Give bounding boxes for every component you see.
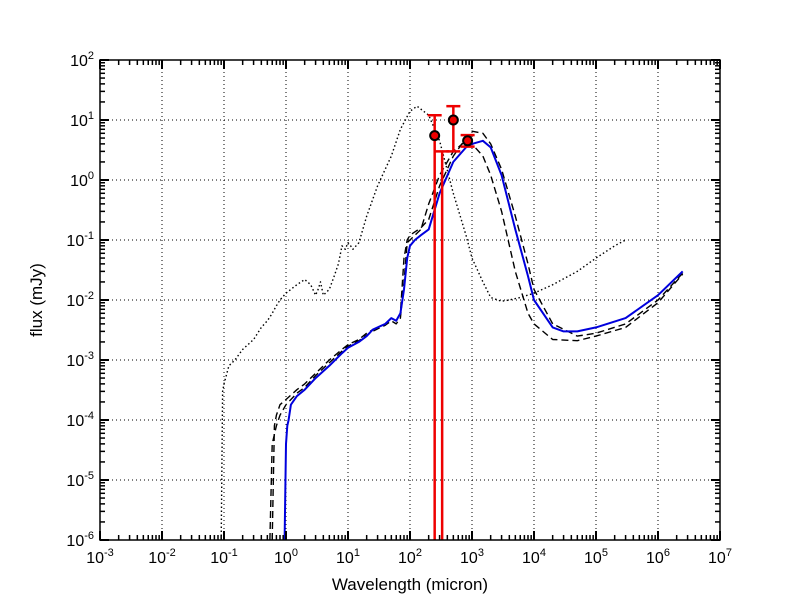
x-tick-label: 100 [274, 547, 298, 567]
dashed-model-line [271, 130, 684, 541]
x-tick-base: 10 [398, 550, 416, 567]
grid [100, 60, 720, 540]
y-tick-label: 101 [70, 110, 94, 130]
x-tick-label: 101 [336, 547, 360, 567]
x-tick-label: 102 [398, 547, 422, 567]
y-tick-exponent: -1 [84, 230, 94, 242]
y-tick-label: 100 [70, 170, 94, 190]
y-tick-base: 10 [66, 413, 84, 430]
y-tick-exponent: -5 [84, 470, 94, 482]
x-tick-exponent: 2 [416, 547, 422, 559]
x-tick-exponent: -2 [166, 547, 176, 559]
x-tick-base: 10 [86, 550, 104, 567]
x-tick-base: 10 [460, 550, 478, 567]
dashed-model-line [269, 140, 684, 541]
y-tick-base: 10 [70, 173, 88, 190]
x-tick-label: 103 [460, 547, 484, 567]
x-tick-label: 10-1 [210, 547, 238, 567]
y-tick-label: 10-3 [66, 350, 94, 370]
y-axis-label: flux (mJy) [27, 263, 46, 337]
x-tick-label: 104 [522, 547, 546, 567]
y-tick-exponent: 2 [88, 50, 94, 62]
x-tick-base: 10 [584, 550, 602, 567]
y-tick-base: 10 [66, 473, 84, 490]
y-tick-label: 10-5 [66, 470, 94, 490]
x-tick-label: 105 [584, 547, 608, 567]
dotted-model-line [220, 105, 626, 541]
y-tick-base: 10 [66, 533, 84, 550]
blue-best-fit-line [283, 139, 684, 541]
x-tick-base: 10 [148, 550, 166, 567]
y-tick-label: 10-6 [66, 530, 94, 550]
data-point [447, 114, 459, 126]
x-tick-exponent: 7 [726, 547, 732, 559]
x-tick-exponent: -1 [228, 547, 238, 559]
x-axis-label: Wavelength (micron) [332, 575, 488, 594]
x-tick-base: 10 [336, 550, 354, 567]
x-tick-base: 10 [522, 550, 540, 567]
x-tick-exponent: 4 [540, 547, 546, 559]
y-tick-base: 10 [66, 233, 84, 250]
y-tick-exponent: -3 [84, 350, 94, 362]
y-tick-label: 10-4 [66, 410, 94, 430]
y-tick-exponent: -4 [84, 410, 94, 422]
data-point [429, 130, 441, 142]
y-tick-label: 102 [70, 50, 94, 70]
y-tick-exponent: -2 [84, 290, 94, 302]
x-tick-label: 107 [708, 547, 732, 567]
x-tick-base: 10 [708, 550, 726, 567]
y-tick-exponent: -6 [84, 530, 94, 542]
series-group [220, 105, 684, 541]
x-tick-exponent: -3 [104, 547, 114, 559]
x-tick-label: 106 [646, 547, 670, 567]
y-tick-base: 10 [66, 353, 84, 370]
y-tick-base: 10 [70, 113, 88, 130]
x-tick-exponent: 1 [354, 547, 360, 559]
x-tick-exponent: 3 [478, 547, 484, 559]
x-tick-base: 10 [210, 550, 228, 567]
data-points-group [427, 104, 475, 540]
x-tick-label: 10-2 [148, 547, 176, 567]
x-tick-exponent: 6 [664, 547, 670, 559]
y-tick-exponent: 0 [88, 170, 94, 182]
y-tick-base: 10 [70, 53, 88, 70]
y-tick-exponent: 1 [88, 110, 94, 122]
x-tick-base: 10 [646, 550, 664, 567]
data-point [462, 135, 474, 147]
y-tick-label: 10-2 [66, 290, 94, 310]
y-tick-label: 10-1 [66, 230, 94, 250]
x-tick-base: 10 [274, 550, 292, 567]
axis-ticks: 10-3 10-2 10-1 100 101 102 103 104 105 106 10710-6… [66, 50, 732, 567]
x-tick-exponent: 5 [602, 547, 608, 559]
x-tick-exponent: 0 [292, 547, 298, 559]
y-tick-base: 10 [66, 293, 84, 310]
x-tick-label: 10-3 [86, 547, 114, 567]
